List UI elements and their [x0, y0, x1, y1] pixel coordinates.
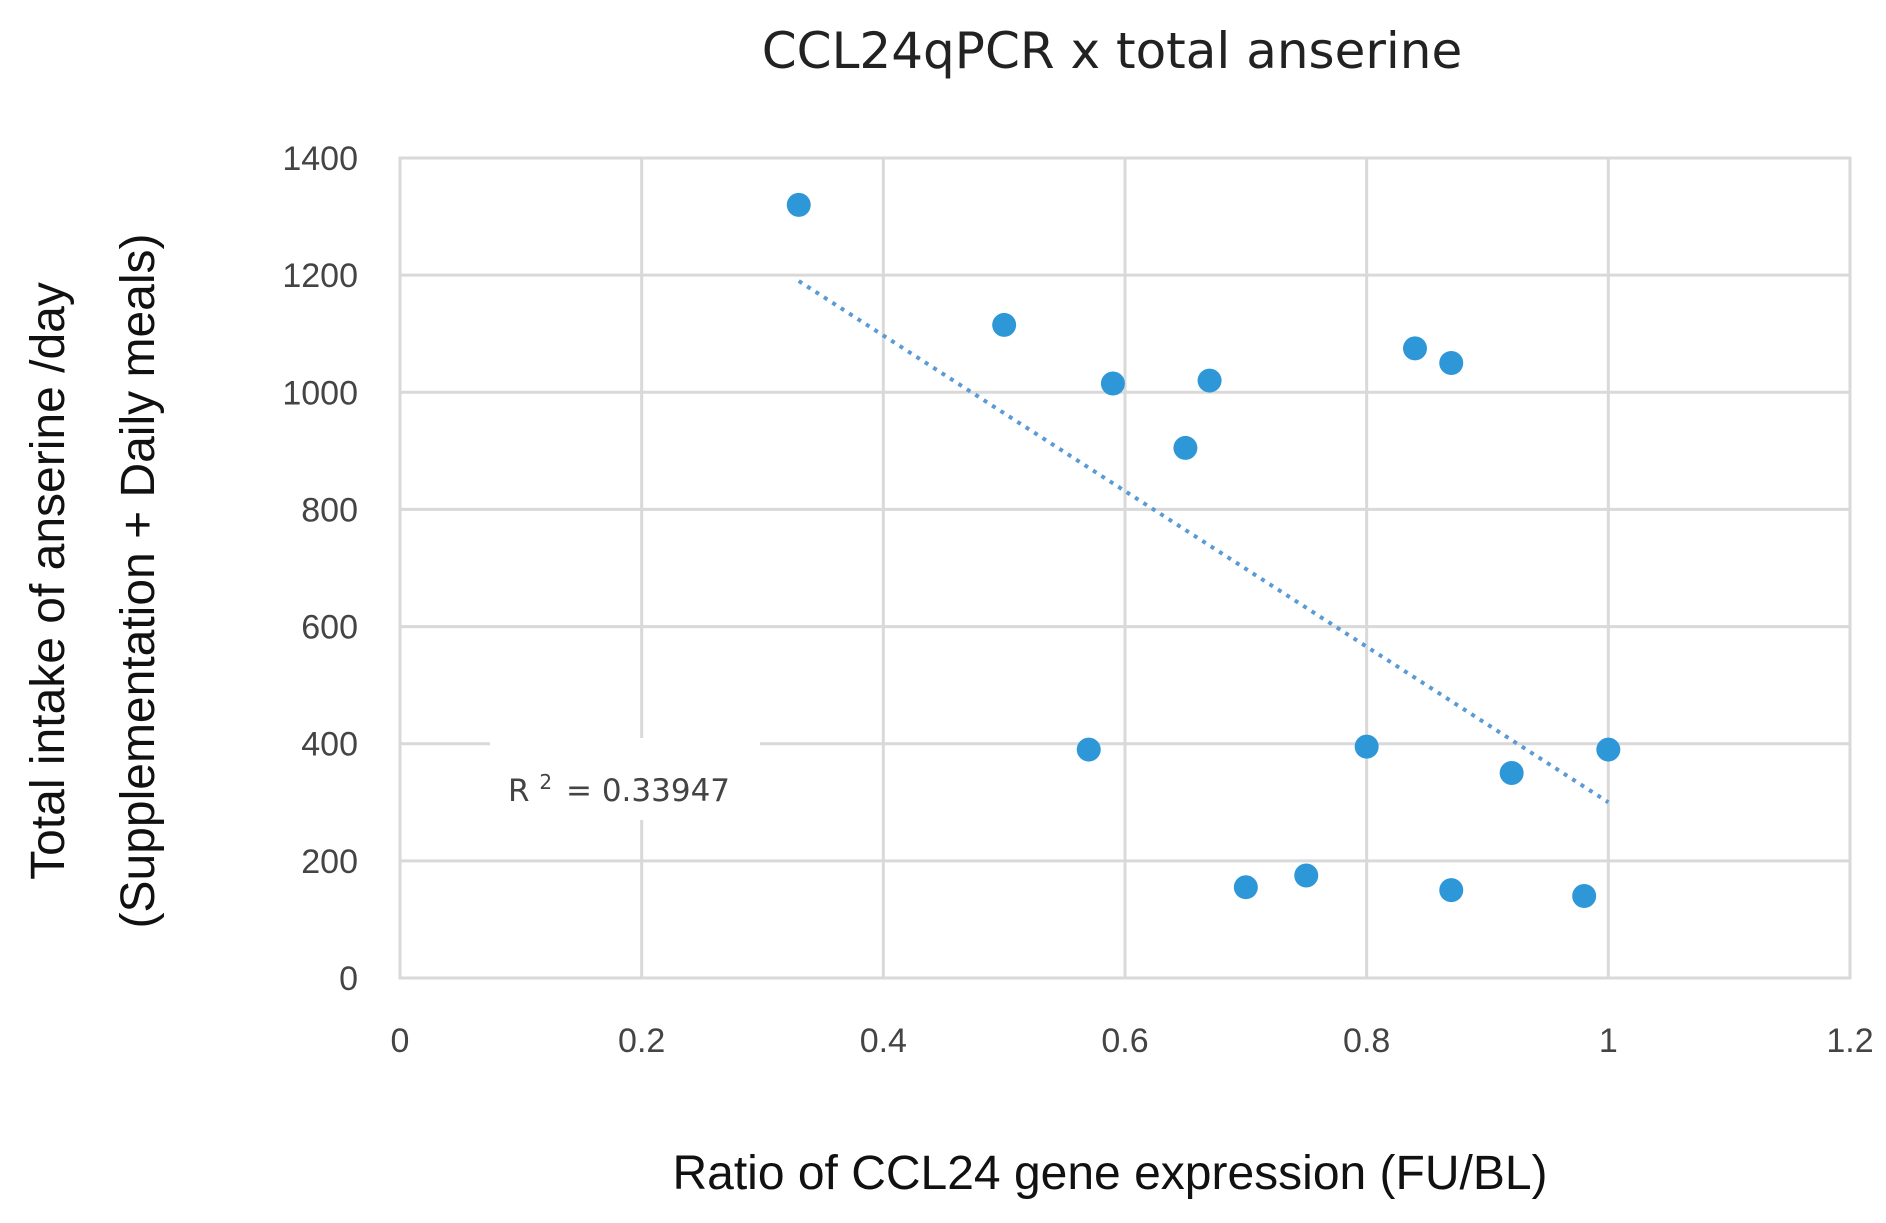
x-tick-label: 1: [1599, 1022, 1618, 1060]
data-point-3: [1197, 368, 1222, 393]
plot-area: [398, 156, 1852, 980]
y-tick-labels: 0 200 400 600 800 1000 1200 1400: [282, 140, 358, 998]
x-tick-label: 0.2: [618, 1022, 665, 1060]
r-squared-prefix: R: [508, 773, 530, 809]
y-tick-label: 200: [301, 843, 358, 881]
data-point-6: [1439, 351, 1464, 375]
x-tick-label: 0: [391, 1022, 410, 1060]
r-squared-label: R 2 = 0.33947: [508, 761, 730, 809]
data-point-4: [1173, 435, 1198, 460]
data-point-1: [992, 312, 1017, 337]
data-point-13: [1439, 878, 1464, 903]
data-point-8: [1354, 734, 1379, 759]
trendline: [797, 279, 1610, 804]
y-tick-label: 1000: [282, 374, 358, 412]
x-tick-label: 1.2: [1826, 1022, 1873, 1060]
data-point-12: [1294, 863, 1319, 888]
grid-layer: [398, 156, 1852, 980]
data-point-2: [1100, 371, 1125, 396]
y-tick-label: 800: [301, 491, 358, 529]
trendline-layer: [797, 279, 1610, 804]
y-tick-label: 1200: [282, 257, 358, 295]
y-tick-label: 400: [301, 726, 358, 764]
r2-background: [490, 738, 760, 820]
x-tick-labels: 0 0.2 0.4 0.6 0.8 1 1.2: [391, 1022, 1874, 1060]
data-points: [786, 192, 1621, 908]
data-point-10: [1596, 737, 1621, 762]
data-point-0: [786, 192, 811, 217]
data-point-11: [1233, 875, 1258, 900]
x-tick-label: 0.8: [1343, 1022, 1390, 1060]
r-squared-value: = 0.33947: [566, 773, 730, 809]
y-axis-label: Total intake of anserine /day: [22, 282, 75, 880]
chart-title: CCL24qPCR x total anserine: [762, 22, 1463, 80]
y-tick-label: 1400: [282, 140, 358, 178]
y-tick-label: 0: [339, 960, 358, 998]
data-point-9: [1499, 761, 1524, 785]
x-axis-label: Ratio of CCL24 gene expression (FU/BL): [672, 1147, 1547, 1200]
data-point-7: [1076, 737, 1101, 762]
y-tick-label: 600: [301, 609, 358, 647]
y-axis-label-subtitle: (Supplementation + Daily meals): [112, 234, 165, 929]
data-point-14: [1572, 884, 1597, 908]
x-tick-label: 0.6: [1101, 1022, 1148, 1060]
data-point-5: [1403, 336, 1427, 361]
x-tick-label: 0.4: [860, 1022, 907, 1060]
r-squared-superscript: 2: [539, 770, 552, 794]
